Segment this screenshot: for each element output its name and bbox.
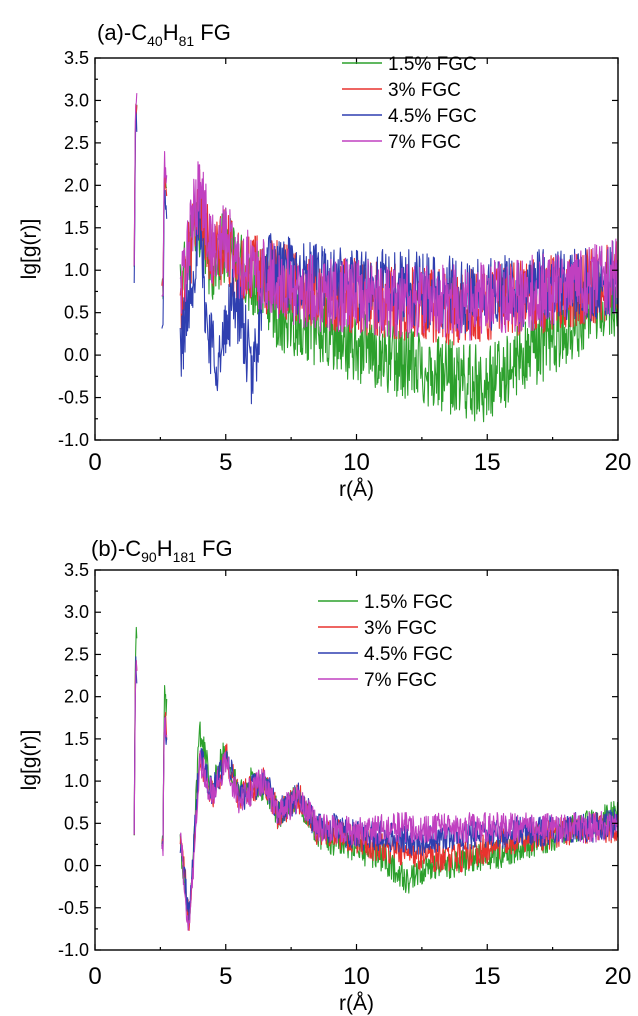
x-tick-label: 5 xyxy=(219,963,232,990)
y-tick-label: 2.5 xyxy=(64,644,89,664)
x-axis-label: r(Å) xyxy=(339,478,374,501)
legend-label: 3% FGC xyxy=(388,80,461,101)
y-tick-label: 0.5 xyxy=(64,813,89,833)
y-tick-label: 2.5 xyxy=(64,133,89,153)
y-tick-label: 0.0 xyxy=(64,856,89,876)
legend-label: 7% FGC xyxy=(364,670,437,691)
legend-label: 1.5% FGC xyxy=(388,54,477,75)
y-tick-label: 1.5 xyxy=(64,218,89,238)
y-tick-label: -0.5 xyxy=(58,898,89,918)
plot-area xyxy=(133,626,618,931)
panel-title: (a)-C40H81 FG xyxy=(97,20,231,49)
panel-title: (b)-C90H181 FG xyxy=(91,536,233,565)
x-tick-label: 0 xyxy=(88,449,101,476)
chart-panel-a: -1.0 -0.5 0.0 0.5 1.0 1.5 2.0 2.5 3.0 3.5 0 5 10 15 20… xyxy=(18,20,631,501)
x-tick-label: 5 xyxy=(219,449,232,476)
y-tick-label: 3.5 xyxy=(64,560,89,580)
legend-label: 4.5% FGC xyxy=(388,106,477,127)
y-axis-label: lg[g(r)] xyxy=(18,730,41,791)
series-line-3-fgc xyxy=(133,660,618,931)
x-tick-label: 10 xyxy=(343,449,370,476)
y-tick-label: 2.0 xyxy=(64,687,89,707)
y-tick-label: 0.0 xyxy=(64,345,89,365)
y-tick-label: 3.5 xyxy=(64,48,89,68)
y-tick-label: 1.0 xyxy=(64,260,89,280)
series-line-7-fgc xyxy=(133,93,618,341)
legend-label: 7% FGC xyxy=(388,132,461,153)
y-tick-label: 1.0 xyxy=(64,771,89,791)
x-tick-label: 0 xyxy=(88,963,101,990)
y-tick-label: 0.5 xyxy=(64,303,89,323)
x-tick-label: 15 xyxy=(474,449,501,476)
y-tick-label: -1.0 xyxy=(58,940,89,960)
y-tick-label: 3.0 xyxy=(64,90,89,110)
x-axis-label: r(Å) xyxy=(339,992,374,1015)
series-line-7-fgc xyxy=(133,660,618,931)
x-tick-label: 20 xyxy=(605,449,632,476)
y-axis-label: lg[g(r)] xyxy=(18,219,41,280)
series-line-4-5-fgc xyxy=(133,656,618,922)
legend-label: 4.5% FGC xyxy=(364,644,453,665)
y-tick-label: -1.0 xyxy=(58,430,89,450)
x-tick-label: 10 xyxy=(343,963,370,990)
chart-panel-b: -1.0 -0.5 0.0 0.5 1.0 1.5 2.0 2.5 3.0 3.5 0 5 10 15 20… xyxy=(18,536,631,1015)
x-tick-label: 15 xyxy=(474,963,501,990)
plot-area xyxy=(133,93,618,423)
y-tick-label: 2.0 xyxy=(64,175,89,195)
y-tick-label: 1.5 xyxy=(64,729,89,749)
y-tick-label: 3.0 xyxy=(64,602,89,622)
x-tick-label: 20 xyxy=(605,963,632,990)
y-tick-label: -0.5 xyxy=(58,388,89,408)
legend-label: 1.5% FGC xyxy=(364,592,453,613)
legend-label: 3% FGC xyxy=(364,618,437,639)
